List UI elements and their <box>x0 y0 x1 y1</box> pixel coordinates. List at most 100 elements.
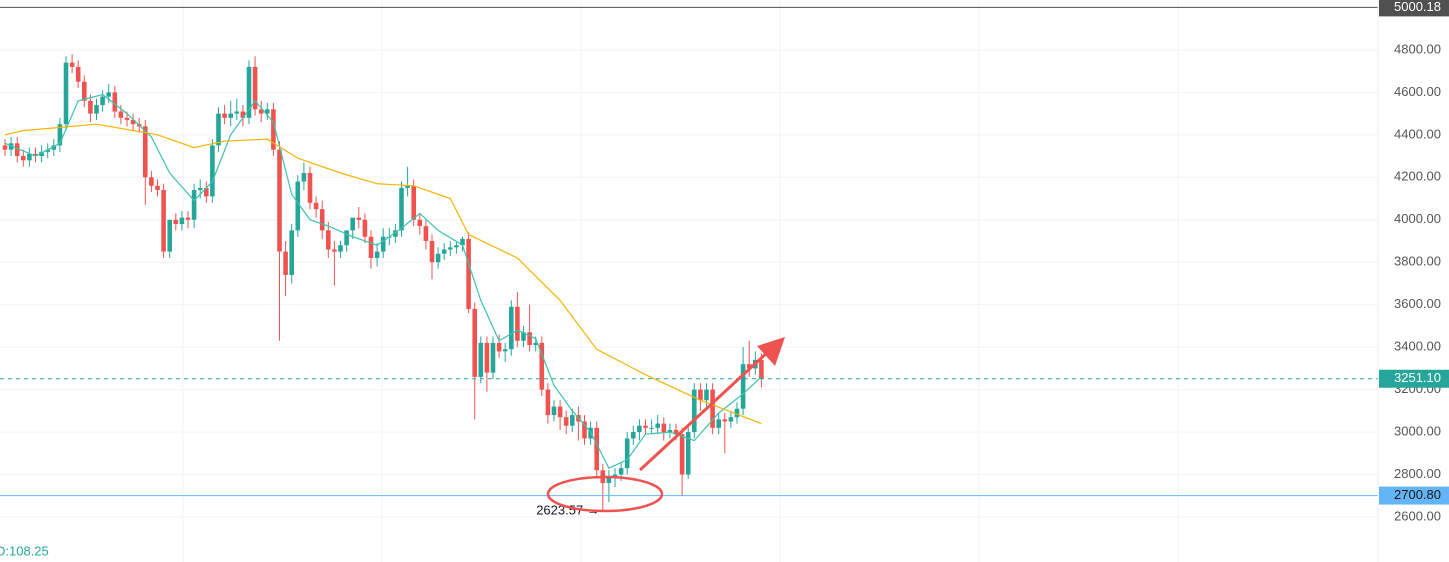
low-label: 2623.57 → <box>536 502 600 517</box>
candle-body <box>521 332 526 341</box>
price-label-box <box>1379 369 1449 388</box>
candle-body <box>143 126 148 178</box>
candle-body <box>234 111 240 114</box>
candle-body <box>411 185 416 220</box>
candle-body <box>710 389 715 428</box>
trend-arrow <box>638 348 772 472</box>
candle-body <box>728 417 734 422</box>
candle-body <box>637 425 642 433</box>
candle-body <box>161 190 166 252</box>
candle-body <box>88 100 93 114</box>
candle-body <box>216 113 221 146</box>
candle-body <box>350 217 355 231</box>
candle-body <box>661 423 667 433</box>
candle-body <box>704 389 709 401</box>
low-circle <box>546 475 664 513</box>
candle-body <box>246 66 252 118</box>
candle-body <box>509 306 514 350</box>
candle-body <box>368 236 374 258</box>
candle-body <box>344 230 349 246</box>
candle-body <box>167 219 172 252</box>
candle-body <box>515 306 520 341</box>
candle-body <box>679 434 685 475</box>
candle-body <box>277 149 282 252</box>
candle-body <box>484 342 490 373</box>
candle-body <box>124 117 130 120</box>
candle-body <box>112 92 118 112</box>
candle-body <box>539 342 545 390</box>
candle-body <box>252 66 258 110</box>
candle-body <box>307 173 313 203</box>
moving-average <box>4 93 762 469</box>
annotations <box>546 337 785 513</box>
y-tick-label: 3000.00 <box>1394 424 1441 439</box>
candle-body <box>100 96 105 106</box>
candle-body <box>655 423 660 428</box>
candle-body <box>191 190 197 220</box>
candle-body <box>692 389 697 433</box>
candle-body <box>173 219 179 224</box>
candle-body <box>118 111 124 118</box>
candle-body <box>45 149 50 152</box>
candle-body <box>338 245 343 252</box>
candle-body <box>313 202 319 210</box>
candle-body <box>649 427 654 429</box>
candle-body <box>374 251 380 258</box>
candle-body <box>454 245 459 248</box>
candle-body <box>448 247 453 250</box>
candle-body <box>258 109 264 114</box>
candle-body <box>423 226 429 241</box>
y-tick-label: 4800.00 <box>1394 41 1441 56</box>
candle-body <box>94 105 99 114</box>
candle-body <box>405 185 410 188</box>
indicator-label: D:108.25 <box>0 543 49 558</box>
candle-body <box>746 364 752 369</box>
candle-body <box>75 66 81 82</box>
candle-body <box>106 92 111 97</box>
price-label-box <box>1379 486 1449 505</box>
candle-body <box>582 421 587 439</box>
candle-body <box>594 427 599 471</box>
candle-body <box>149 177 154 186</box>
candle-body <box>496 342 502 352</box>
candle-body <box>624 438 630 469</box>
candle-body <box>39 151 44 157</box>
candle-body <box>551 406 557 416</box>
candle-body <box>759 359 764 379</box>
candle-body <box>283 251 288 275</box>
price-label-box <box>1379 0 1449 17</box>
candle-body <box>490 342 496 373</box>
candle-body <box>545 389 551 416</box>
y-tick-label: 2600.00 <box>1394 508 1441 523</box>
candle-body <box>563 417 569 426</box>
candle-body <box>2 145 8 150</box>
y-tick-label: 4400.00 <box>1394 126 1441 141</box>
candle-body <box>740 364 746 409</box>
candle-body <box>82 81 87 101</box>
candle-body <box>319 209 325 231</box>
candle-body <box>460 238 465 246</box>
candle-body <box>155 185 160 191</box>
candle-body <box>533 342 538 346</box>
candle-body <box>21 156 26 161</box>
arrow-head <box>757 337 785 366</box>
candle-body <box>289 230 294 275</box>
candle-body <box>271 109 276 150</box>
candle-body <box>441 249 447 254</box>
candle-body <box>204 187 209 197</box>
candle-body <box>399 187 404 231</box>
y-tick-label: 2800.00 <box>1394 466 1441 481</box>
candle-body <box>228 113 233 118</box>
candle-body <box>618 468 624 475</box>
candle-body <box>326 230 331 250</box>
moving-average <box>4 123 762 425</box>
candle-body <box>63 62 69 125</box>
plot: 2623.57 → <box>0 6 1378 517</box>
candle-body <box>698 389 703 401</box>
candle-body <box>51 145 57 150</box>
candle-body <box>301 173 307 182</box>
candle-body <box>240 111 246 118</box>
candle-body <box>667 429 673 433</box>
candle-body <box>393 230 398 237</box>
